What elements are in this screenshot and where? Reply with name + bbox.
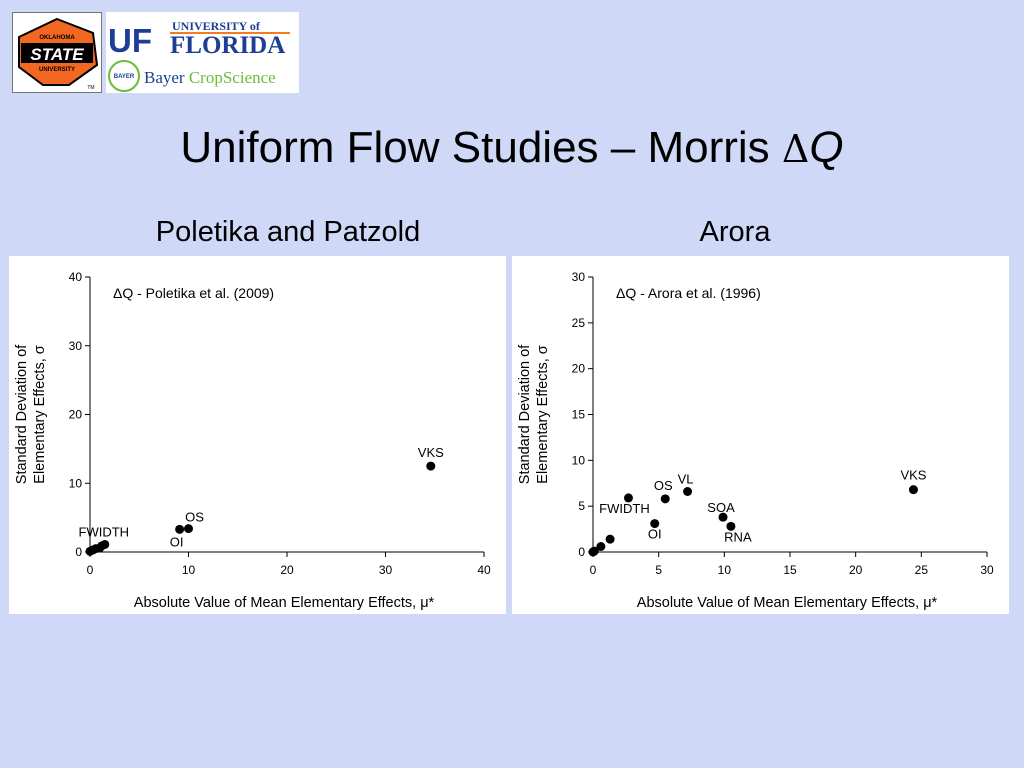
uf-monogram: UF [108,22,152,59]
chart1-y-tick-label: 15 [572,408,586,422]
chart0-point [426,461,436,471]
chart1-point [718,512,728,522]
chart0-point-label: FWIDTH [79,524,130,539]
chart0-legend: ΔQ - Poletika et al. (2009) [113,285,274,301]
chart0-x-axis-title: Absolute Value of Mean Elementary Effect… [134,595,435,611]
osu-logo-mark: TM [87,85,94,91]
chart0-y-tick-label: 10 [69,476,83,490]
chart1-y-tick-label: 5 [578,499,585,513]
chart0-x-tick-label: 40 [477,563,491,577]
chart1-y-tick-label: 20 [572,362,586,376]
chart1-x-tick-label: 20 [849,563,863,577]
chart1-y-tick-label: 30 [572,270,586,284]
slide-title-delta: Δ [781,127,810,171]
chart1-point-label: FWIDTH [599,501,650,516]
chart1-point [908,485,918,495]
chart0-point [175,524,185,534]
chart-arora-svg: 0 5 10 15 20 25 30 0 5 10 15 20 25 30 Absolute Value o… [517,270,994,611]
chart1-point-label: SOA [707,500,735,515]
chart1-point-label: VKS [900,468,926,483]
chart1-point [726,521,736,531]
chart1-point-label: OS [654,478,673,493]
cropscience-word: CropScience [189,68,276,87]
chart-poletika-svg: 0 10 20 30 40 0 10 20 30 40 Absolute Value of Mean… [14,270,491,611]
chart1-point-label: RNA [724,529,752,544]
chart1-y-tick-label: 10 [572,453,586,467]
chart1-y-axis-title-line1: Standard Deviation of [517,344,533,484]
chart1-x-axis-title: Absolute Value of Mean Elementary Effect… [637,595,938,611]
chart1-point-label: VL [678,472,694,487]
slide-title-text: Uniform Flow Studies – Morris [180,123,782,172]
uf-florida: FLORIDA [170,32,285,59]
osu-logo-line2: STATE [30,45,84,64]
chart1-point [596,542,606,551]
osu-logo-line1: OKLAHOMA [39,35,75,41]
chart1-point-label: OI [648,527,662,542]
osu-logo: OKLAHOMA STATE UNIVERSITY TM [12,12,102,93]
chart0-y-tick-label: 20 [69,408,83,422]
chart1-x-tick-label: 30 [980,563,994,577]
chart1-point [660,494,670,504]
osu-logo-graphic: OKLAHOMA STATE UNIVERSITY TM [18,17,99,91]
chart1-y-axis-title-line2: Elementary Effects, σ [535,345,551,483]
osu-logo-line3: UNIVERSITY [39,67,75,73]
chart1-point [650,519,660,529]
chart0-point-label: OS [185,510,204,525]
subtitle-right: Arora [699,216,771,248]
chart0-y-axis-title-line1: Standard Deviation of [14,344,30,484]
chart1-point [588,547,598,557]
chart1-y-tick-label: 0 [578,545,585,559]
chart0-x-tick-label: 30 [379,563,393,577]
chart0-point-label: OI [170,534,184,549]
uf-university-of: UNIVERSITY of [172,19,261,33]
slide-title-variable: Q [809,123,844,172]
chart0-point [184,524,193,534]
chart-arora: 0 5 10 15 20 25 30 0 5 10 15 20 25 30 Absolute Value o… [512,256,1009,614]
chart0-point [85,546,95,556]
chart1-y-tick-label: 25 [572,316,586,330]
chart1-legend: ΔQ - Arora et al. (1996) [616,285,761,301]
chart0-y-tick-label: 0 [75,545,82,559]
chart1-point [683,487,693,496]
chart0-y-axis-title-line2: Elementary Effects, σ [32,345,48,483]
chart1-point [605,534,615,544]
chart0-y-tick-label: 40 [69,270,83,284]
bayer-word: Bayer [144,68,189,87]
uf-bayer-logo-graphic: UF UNIVERSITY of FLORIDA BAYER Bayer Cro… [108,19,290,92]
chart1-x-tick-label: 5 [655,563,662,577]
chart0-y-tick-label: 30 [69,339,83,353]
subtitle-left: Poletika and Patzold [155,216,421,248]
chart1-x-tick-label: 0 [590,563,597,577]
chart0-x-tick-label: 10 [182,563,196,577]
chart-poletika: 0 10 20 30 40 0 10 20 30 40 Absolute Value of Mean… [9,256,506,614]
bayer-cross-text: BAYER [114,74,135,80]
chart0-x-tick-label: 20 [280,563,294,577]
chart1-x-tick-label: 25 [915,563,929,577]
chart1-point [623,493,633,503]
chart0-x-tick-label: 0 [87,563,94,577]
chart1-x-tick-label: 10 [718,563,732,577]
chart0-point-label: VKS [418,445,444,460]
chart1-x-tick-label: 15 [783,563,797,577]
bayer-cropscience-text: Bayer CropScience [144,68,276,87]
slide-title: Uniform Flow Studies – Morris ΔQ [0,118,1024,179]
uf-bayer-logo: UF UNIVERSITY of FLORIDA BAYER Bayer Cro… [106,12,299,93]
